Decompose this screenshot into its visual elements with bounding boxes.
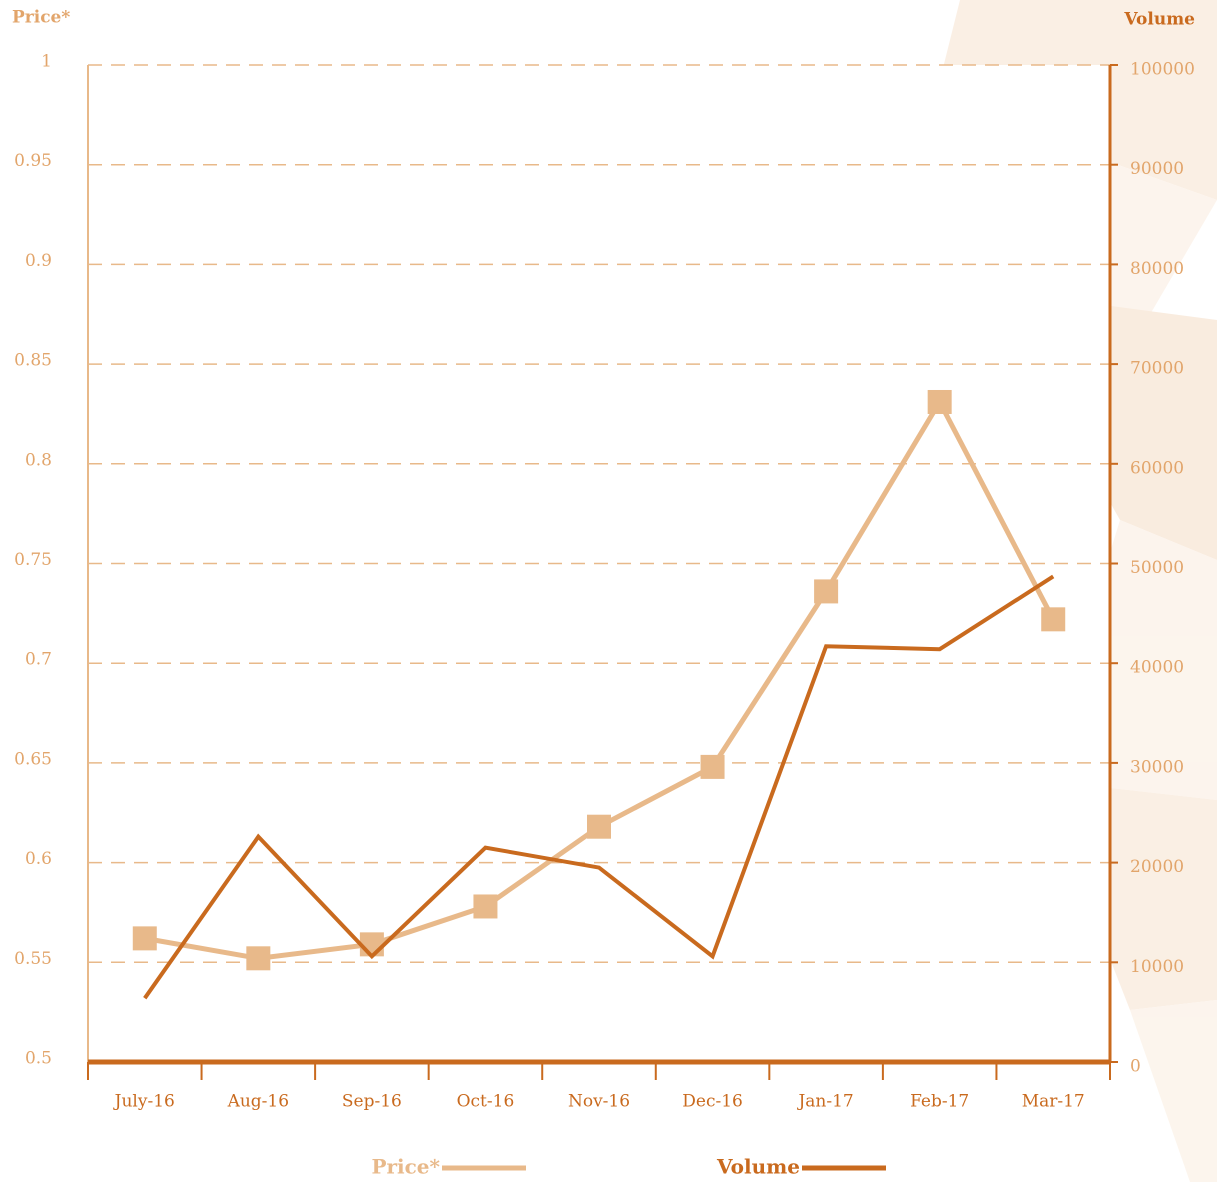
point-marker <box>814 579 838 603</box>
y-tick-label: 0.55 <box>14 949 52 969</box>
y2-tick-label: 70000 <box>1130 359 1184 379</box>
legend-label: Volume <box>716 1155 800 1179</box>
y2-tick-label: 20000 <box>1130 857 1184 877</box>
y2-tick-label: 30000 <box>1130 757 1184 777</box>
y-tick-label: 0.95 <box>14 151 52 171</box>
y-tick-label: 0.85 <box>14 351 52 371</box>
x-tick-label: Feb-17 <box>910 1092 969 1112</box>
point-marker <box>701 755 725 779</box>
y-tick-label: 0.9 <box>25 251 52 271</box>
x-tick-label: Aug-16 <box>227 1092 289 1112</box>
y-tick-label: 0.65 <box>14 749 52 769</box>
y2-tick-label: 50000 <box>1130 558 1184 578</box>
y-tick-label: 0.7 <box>25 650 52 670</box>
point-marker <box>928 390 952 414</box>
y-tick-label: 0.6 <box>25 849 52 869</box>
y-axis-label: Price* <box>12 8 70 28</box>
point-marker <box>473 894 497 918</box>
y2-tick-label: 10000 <box>1130 957 1184 977</box>
point-marker <box>360 932 384 956</box>
y-tick-label: 1 <box>41 52 52 72</box>
x-tick-label: Jan-17 <box>796 1092 853 1112</box>
y-tick-label: 0.5 <box>25 1049 52 1069</box>
x-tick-label: July-16 <box>113 1092 175 1112</box>
point-marker <box>246 946 270 970</box>
y-tick-label: 0.8 <box>25 450 52 470</box>
x-tick-label: Mar-17 <box>1022 1092 1085 1112</box>
chart: Price* Volume 0.5 0.55 0.6 0.65 0.7 0.75 0.8 0.… <box>0 0 1217 1182</box>
y2-tick-label: 100000 <box>1130 60 1195 80</box>
point-marker <box>1041 607 1065 631</box>
point-marker <box>133 926 157 950</box>
y2-axis-label: Volume <box>1123 10 1195 30</box>
x-tick-label: Dec-16 <box>682 1092 743 1112</box>
legend-label: Price* <box>371 1155 440 1179</box>
y2-tick-label: 0 <box>1130 1057 1141 1077</box>
y2-tick-label: 40000 <box>1130 658 1184 678</box>
point-marker <box>587 815 611 839</box>
x-tick-label: Oct-16 <box>457 1092 515 1112</box>
y2-tick-label: 80000 <box>1130 259 1184 279</box>
y-tick-label: 0.75 <box>14 550 52 570</box>
y2-tick-label: 60000 <box>1130 458 1184 478</box>
x-tick-label: Sep-16 <box>342 1092 402 1112</box>
y2-tick-label: 90000 <box>1130 159 1184 179</box>
x-tick-label: Nov-16 <box>568 1092 630 1112</box>
